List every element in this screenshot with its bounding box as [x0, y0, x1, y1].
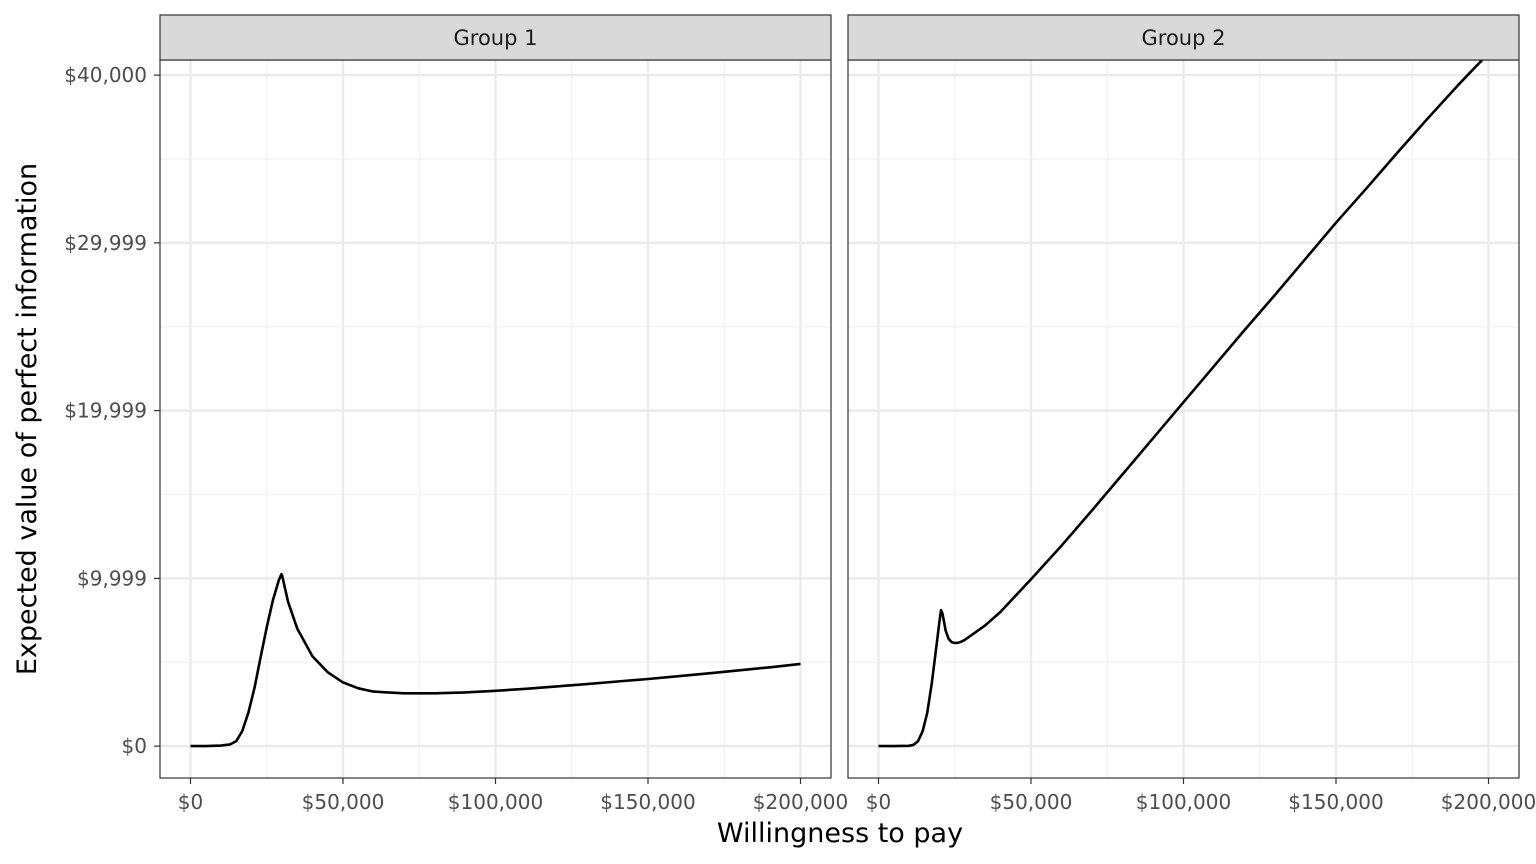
x-tick-label: $200,000: [1441, 790, 1536, 814]
y-tick-label: $0: [122, 734, 147, 758]
y-tick-label: $40,000: [64, 63, 147, 87]
facet-strip-label: Group 1: [454, 26, 538, 50]
x-tick-label: $150,000: [600, 790, 695, 814]
x-tick-label: $100,000: [1136, 790, 1231, 814]
x-axis-title: Willingness to pay: [717, 818, 963, 849]
y-tick-label: $19,999: [64, 399, 147, 423]
x-tick-label: $150,000: [1288, 790, 1383, 814]
facet-panel-1: Group 1 $0 $50,000 $100,000 $150,000 $200,000: [159, 14, 848, 814]
x-tick-label: $50,000: [302, 790, 385, 814]
x-tick-label: $0: [866, 790, 891, 814]
y-tick-label: $9,999: [77, 566, 147, 590]
facet-strip-label: Group 2: [1142, 26, 1226, 50]
facet-strip: [159, 14, 832, 61]
y-tick-label: $29,999: [64, 231, 147, 255]
x-tick-label: $50,000: [990, 790, 1073, 814]
facet-panel-2: Group 2 $0 $50,000 $100,000 $150,000 $200,000: [847, 14, 1536, 814]
y-axis-title: Expected value of perfect information: [12, 163, 43, 675]
x-tick-label: $200,000: [753, 790, 848, 814]
series-line-1-1: [190, 572, 801, 748]
facet-strip: [847, 14, 1520, 61]
x-tick-label: $0: [178, 790, 203, 814]
x-tick-label: $100,000: [448, 790, 543, 814]
series-line-2-1: [878, 52, 1490, 748]
